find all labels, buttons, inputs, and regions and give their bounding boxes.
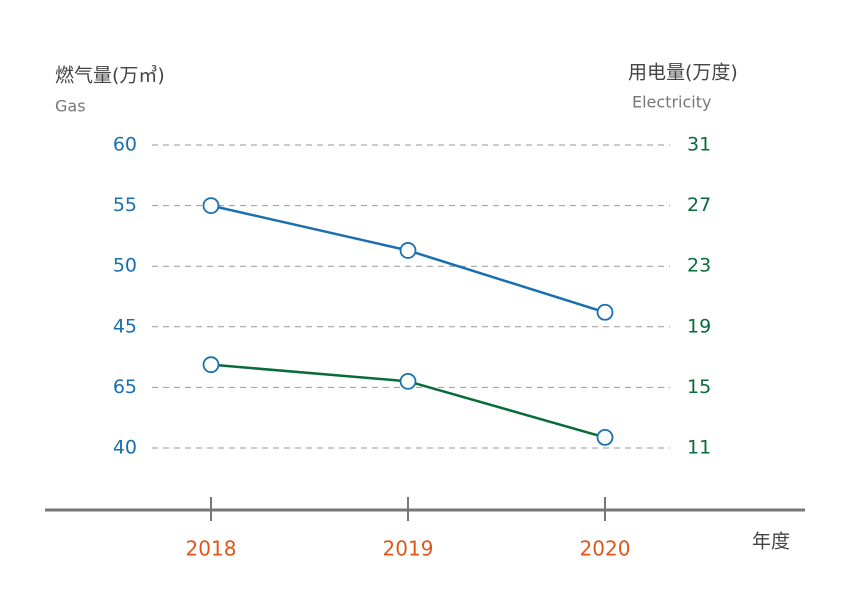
y-tick-label: 55: [113, 194, 137, 216]
x-tick-label: 2018: [186, 537, 237, 561]
point: [202, 356, 220, 374]
series-line: [210, 204, 606, 314]
y-tick-label: 45: [113, 315, 137, 337]
y-tick-label: 40: [113, 437, 137, 459]
x-tick-label: 2020: [580, 537, 631, 561]
x-title: 年度: [752, 531, 790, 553]
y-subtitle: Gas: [55, 97, 86, 116]
y2-tick-label: 27: [687, 194, 711, 216]
point: [202, 197, 220, 215]
point: [399, 372, 417, 390]
y-tick-label: 50: [113, 255, 137, 277]
point: [596, 428, 614, 446]
y2-title: 用电量(万度): [628, 62, 738, 84]
point: [596, 303, 614, 321]
y2-tick-label: 19: [687, 315, 711, 337]
y2-tick-label: 11: [687, 437, 711, 459]
point: [399, 242, 417, 259]
y-title: 燃气量(万㎥): [55, 65, 165, 87]
y2-tick-label: 23: [687, 255, 711, 277]
y-tick-label: 60: [113, 134, 137, 156]
y2-tick-label: 15: [687, 376, 711, 398]
y-tick-label: 65: [113, 376, 137, 398]
y2-subtitle: Electricity: [632, 93, 711, 112]
y2-tick-label: 31: [687, 134, 711, 156]
x-tick-label: 2019: [383, 537, 434, 561]
